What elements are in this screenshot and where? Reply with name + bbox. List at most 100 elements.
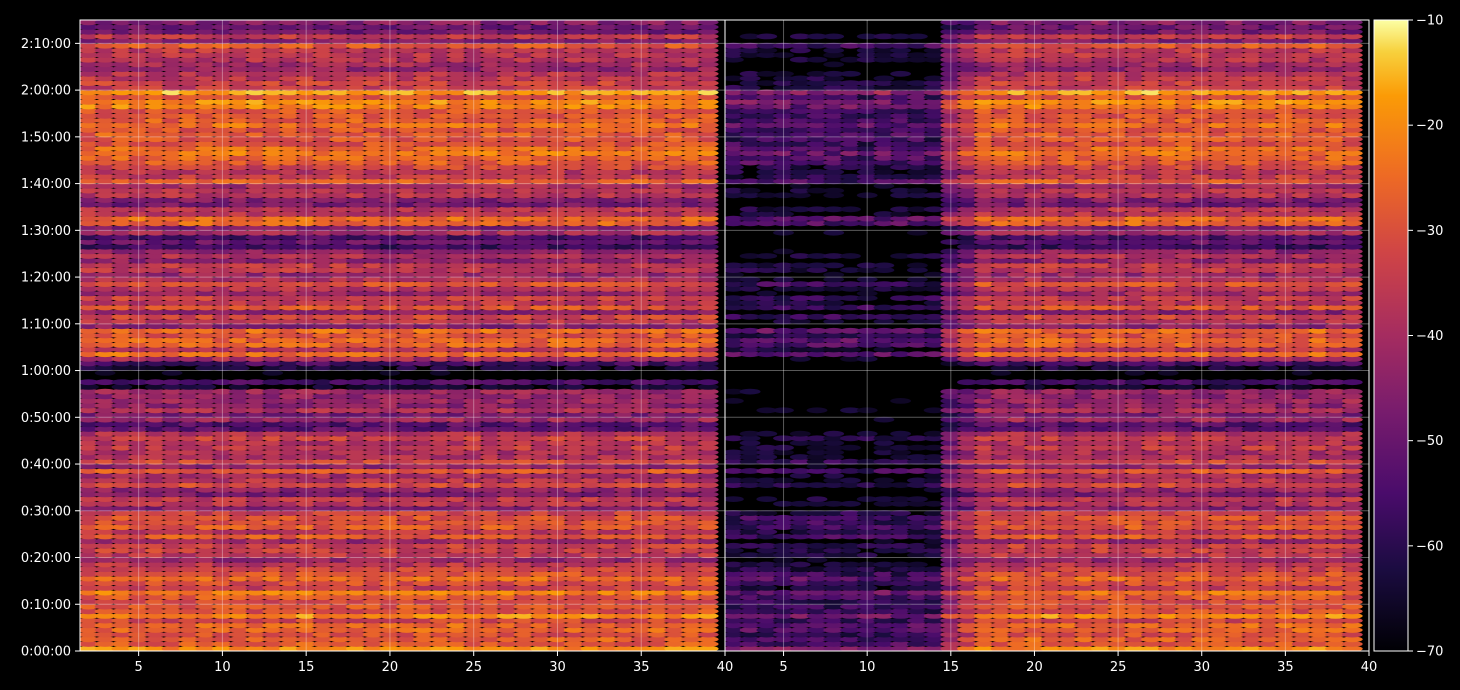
heatmap-cell [245, 52, 267, 58]
heatmap-cell [346, 42, 367, 49]
heatmap-cell [664, 407, 686, 414]
heatmap-cell [496, 472, 518, 479]
heatmap-cell [111, 271, 133, 278]
heatmap-cell [463, 38, 485, 44]
heatmap-cell [312, 496, 334, 502]
heatmap-cell [563, 309, 585, 315]
heatmap-cell [429, 211, 451, 217]
heatmap-cell [480, 38, 501, 44]
heatmap-cell [228, 267, 250, 273]
heatmap-cell [80, 271, 99, 278]
heatmap-cell [80, 486, 99, 493]
heatmap-cell [664, 468, 686, 474]
heatmap-cell [279, 24, 300, 30]
heatmap-cell [563, 341, 585, 348]
heatmap-cell [547, 412, 568, 418]
heatmap-cell [480, 323, 501, 330]
heatmap-cell [396, 426, 418, 432]
heatmap-cell [480, 98, 501, 105]
heatmap-cell [697, 533, 719, 540]
heatmap-cell [161, 164, 183, 171]
heatmap-cell [563, 313, 585, 320]
heatmap-cell [178, 178, 200, 185]
heatmap-cell [362, 309, 384, 315]
heatmap-cell [496, 295, 518, 301]
heatmap-cell [647, 430, 669, 437]
heatmap-cell [295, 141, 317, 147]
heatmap-cell [513, 608, 535, 615]
heatmap-cell [697, 327, 719, 334]
heatmap-cell [245, 332, 267, 339]
heatmap-cell [161, 178, 183, 185]
heatmap-cell [94, 393, 116, 400]
heatmap-cell [480, 304, 501, 311]
heatmap-cell [379, 271, 401, 278]
heatmap-cell [496, 636, 518, 643]
heatmap-cell [530, 542, 552, 549]
heatmap-cell [145, 617, 166, 624]
heatmap-cell [295, 24, 317, 30]
heatmap-cell [245, 519, 267, 526]
heatmap-cell [530, 575, 552, 582]
heatmap-cell [379, 178, 401, 185]
heatmap-cell [312, 206, 334, 213]
heatmap-cell [496, 197, 518, 203]
heatmap-cell [647, 379, 669, 386]
heatmap-cell [111, 290, 133, 297]
heatmap-cell [547, 571, 568, 577]
heatmap-cell [697, 253, 719, 259]
heatmap-cell [111, 444, 133, 451]
heatmap-cell [161, 122, 183, 129]
heatmap-cell [228, 402, 250, 409]
heatmap-cell [647, 192, 669, 199]
heatmap-cell [262, 33, 284, 40]
heatmap-cell [597, 285, 619, 292]
heatmap-cell [329, 323, 351, 330]
heatmap-cell [212, 211, 233, 217]
heatmap-cell [463, 24, 485, 30]
heatmap-cell [195, 402, 217, 409]
heatmap-cell [362, 454, 384, 460]
heatmap-cell [580, 257, 602, 264]
heatmap-cell [379, 112, 401, 119]
heatmap-cell [513, 33, 535, 40]
heatmap-cell [664, 622, 686, 629]
heatmap-cell [312, 248, 334, 255]
heatmap-cell [195, 220, 217, 227]
heatmap-cell [145, 159, 166, 166]
heatmap-cell [379, 514, 401, 521]
heatmap-cell [630, 641, 652, 647]
heatmap-cell [279, 519, 300, 526]
heatmap-cell [178, 47, 200, 54]
heatmap-cell [630, 510, 652, 516]
heatmap-cell [178, 38, 200, 44]
heatmap-cell [530, 24, 552, 30]
heatmap-cell [362, 117, 384, 124]
heatmap-cell [563, 379, 585, 386]
heatmap-cell [480, 571, 501, 577]
heatmap-cell [480, 215, 501, 222]
heatmap-cell [379, 440, 401, 446]
heatmap-cell [396, 365, 418, 372]
heatmap-cell [329, 117, 351, 124]
heatmap-cell [245, 393, 267, 400]
heatmap-cell [245, 351, 267, 358]
heatmap-cell [178, 603, 200, 610]
heatmap-cell [312, 426, 334, 432]
heatmap-cell [463, 430, 485, 437]
heatmap-cell [614, 561, 635, 568]
heatmap-cell [396, 566, 418, 573]
heatmap-cell [647, 491, 669, 498]
heatmap-cell [128, 173, 150, 180]
heatmap-cell [111, 155, 133, 161]
heatmap-cell [379, 89, 401, 96]
heatmap-cell [279, 645, 300, 651]
heatmap-cell [145, 295, 166, 301]
heatmap-cell [697, 351, 719, 358]
heatmap-cell [429, 575, 451, 582]
heatmap-cell [513, 379, 535, 386]
heatmap-cell [80, 402, 99, 409]
heatmap-cell [580, 126, 602, 133]
heatmap-cell [630, 267, 652, 273]
heatmap-cell [379, 192, 401, 199]
